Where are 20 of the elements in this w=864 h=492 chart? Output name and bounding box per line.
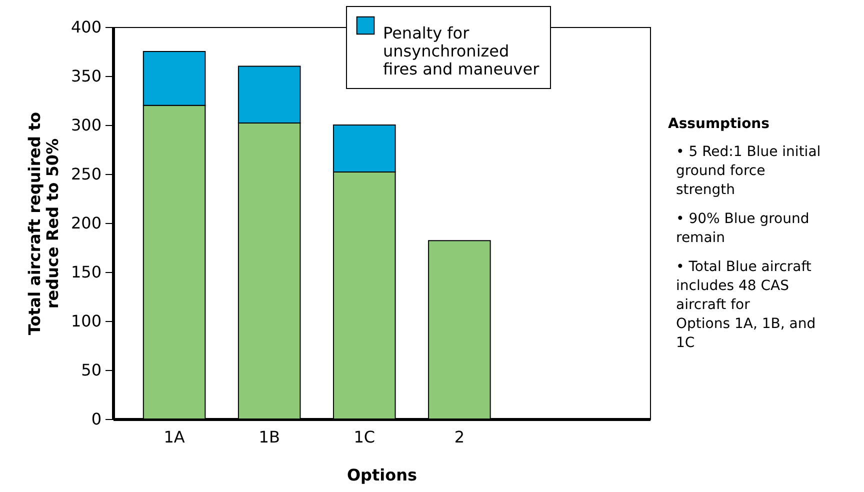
y-tick-label: 50 [81,360,102,380]
y-tick-label: 200 [70,214,102,232]
text: • 5 Red:1 Blue initial ground force strength [676,144,821,198]
y-tick-label: 300 [70,116,102,134]
y-tick-label: 100 [70,312,102,330]
y-tick-label: 250 [70,164,102,184]
text: Assumptions [668,116,770,132]
text: • 90% Blue ground remain [676,211,810,246]
legend-label: Penalty for unsynchronized fires and maneuver [383,24,540,78]
y-axis-title: Total aircraft required to reduce Red to 50% [24,112,62,336]
y-tick-label: 400 [70,18,102,36]
x-tick-label: 1C [354,428,376,446]
y-tick-label: 0 [91,410,102,428]
y-tick-label: 350 [70,66,102,86]
x-tick-label: 1A [164,428,185,446]
x-tick-label: 1B [258,428,280,446]
x-tick-label: 2 [454,428,465,446]
x-axis-title: Options [346,466,418,484]
y-tick-label: 150 [70,262,102,282]
text: • Total Blue aircraft includes 48 CAS aircraft for Options 1A, 1B, and 1C [676,259,816,351]
